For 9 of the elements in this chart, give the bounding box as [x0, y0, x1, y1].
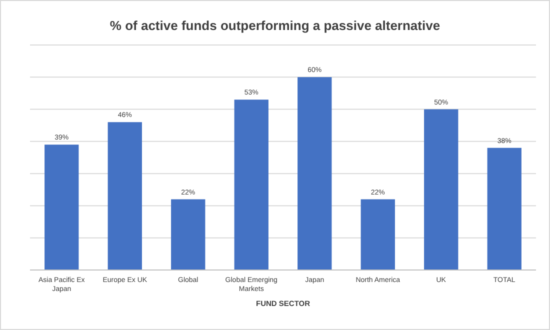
bar [171, 199, 206, 270]
bar [108, 122, 142, 270]
bar [360, 199, 395, 270]
bar [44, 144, 79, 270]
bar [487, 148, 522, 270]
bar [424, 109, 458, 270]
bar [298, 77, 332, 270]
chart-title: % of active funds outperforming a passive alternative [110, 18, 440, 33]
bar [234, 100, 268, 270]
